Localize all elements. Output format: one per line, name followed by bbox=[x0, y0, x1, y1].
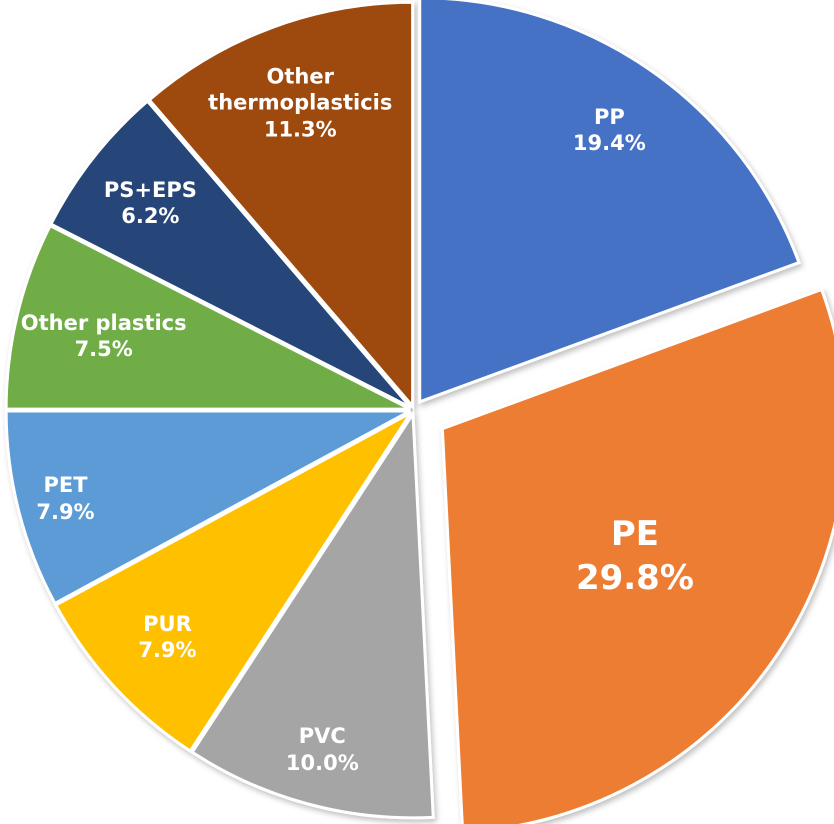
slices bbox=[4, 0, 834, 824]
pie-slice bbox=[190, 409, 435, 820]
value-label: 29.8% bbox=[575, 558, 694, 599]
slice-label: PET 7.9% bbox=[36, 472, 94, 525]
value-label: 6.2% bbox=[121, 203, 180, 228]
pie-slice bbox=[48, 99, 412, 409]
slice-label: PVC 10.0% bbox=[286, 723, 359, 776]
value-label: 11.3% bbox=[263, 117, 337, 142]
pie-slice bbox=[418, 0, 801, 404]
pie-slice bbox=[440, 287, 834, 824]
pie-slice bbox=[53, 411, 413, 754]
category-label: Other plastics bbox=[20, 310, 187, 335]
pie-slice bbox=[4, 223, 411, 411]
slice-label: PUR 7.9% bbox=[138, 611, 196, 664]
category-label: PP bbox=[593, 104, 625, 129]
slice-label: PE 29.8% bbox=[576, 512, 694, 600]
category-label: PVC bbox=[298, 724, 346, 749]
pie-slice bbox=[147, 0, 415, 411]
slice-label: PP 19.4% bbox=[573, 104, 646, 157]
value-label: 7.9% bbox=[138, 638, 197, 663]
value-label: 7.5% bbox=[74, 336, 133, 361]
pie-slice bbox=[4, 409, 411, 606]
category-label: PE bbox=[610, 513, 659, 554]
value-label: 19.4% bbox=[572, 131, 646, 156]
category-label: PUR bbox=[143, 611, 192, 636]
slice-label: Other thermoplasticis 11.3% bbox=[185, 64, 415, 143]
slice-label: PS+EPS 6.2% bbox=[104, 177, 197, 230]
value-label: 7.9% bbox=[36, 499, 95, 524]
category-label: Other thermoplasticis bbox=[208, 64, 393, 116]
slice-label: Other plastics 7.5% bbox=[21, 309, 187, 362]
category-label: PET bbox=[43, 473, 88, 498]
category-label: PS+EPS bbox=[103, 177, 197, 202]
value-label: 10.0% bbox=[285, 750, 359, 775]
